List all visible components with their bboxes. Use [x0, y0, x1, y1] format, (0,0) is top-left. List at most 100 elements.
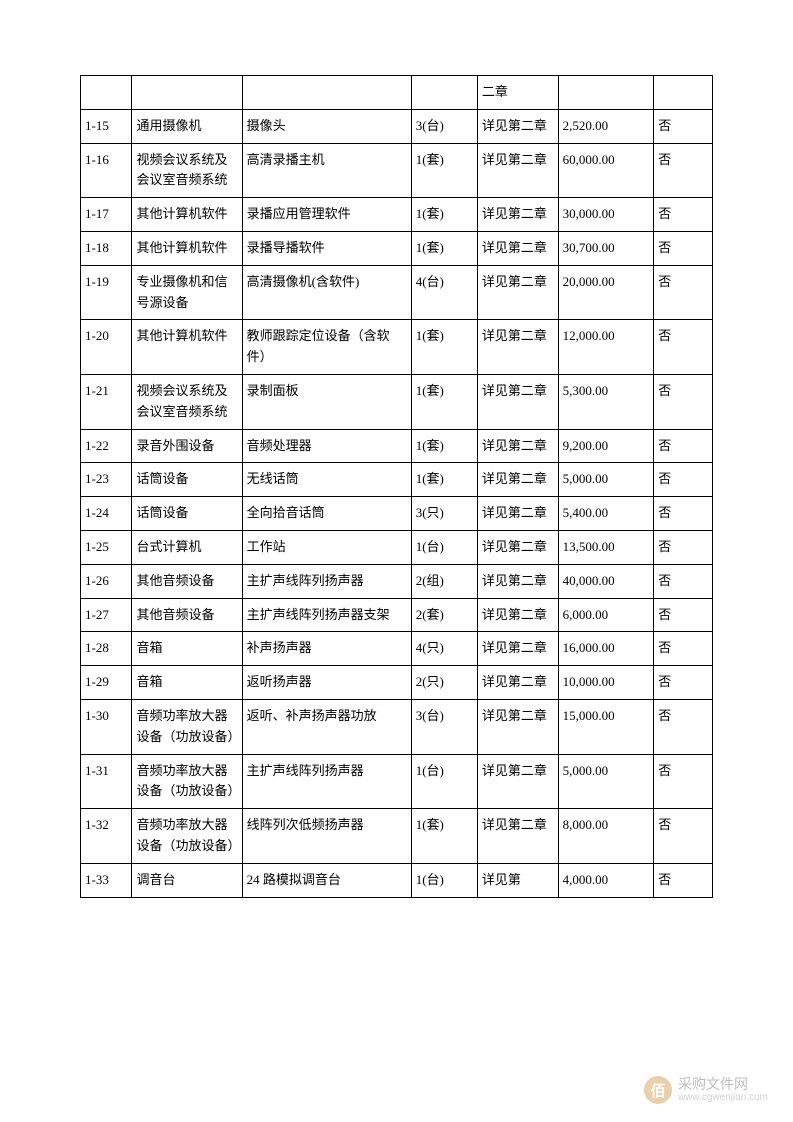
table-cell: 1-21 [81, 374, 132, 429]
table-cell: 否 [654, 809, 713, 864]
table-cell: 2(组) [411, 564, 477, 598]
table-cell: 2,520.00 [558, 109, 654, 143]
table-cell: 否 [654, 463, 713, 497]
table-cell: 线阵列次低频扬声器 [242, 809, 411, 864]
table-cell: 40,000.00 [558, 564, 654, 598]
table-cell: 3(台) [411, 699, 477, 754]
table-cell: 主扩声线阵列扬声器支架 [242, 598, 411, 632]
table-cell: 30,000.00 [558, 198, 654, 232]
table-cell: 1-20 [81, 320, 132, 375]
table-cell: 否 [654, 497, 713, 531]
table-cell: 详见第二章 [477, 598, 558, 632]
table-cell: 5,400.00 [558, 497, 654, 531]
table-cell: 详见第 [477, 863, 558, 897]
table-row: 1-19专业摄像机和信号源设备高清摄像机(含软件)4(台)详见第二章20,000… [81, 265, 713, 320]
table-cell: 详见第二章 [477, 320, 558, 375]
table-cell: 音箱 [132, 632, 242, 666]
table-cell: 详见第二章 [477, 109, 558, 143]
table-cell: 2(套) [411, 598, 477, 632]
table-cell: 调音台 [132, 863, 242, 897]
table-row: 1-29音箱返听扬声器2(只)详见第二章10,000.00否 [81, 666, 713, 700]
table-cell [654, 76, 713, 110]
table-cell: 9,200.00 [558, 429, 654, 463]
table-cell: 视频会议系统及会议室音频系统 [132, 374, 242, 429]
procurement-table: 二章1-15通用摄像机摄像头3(台)详见第二章2,520.00否1-16视频会议… [80, 75, 713, 898]
table-cell: 1-30 [81, 699, 132, 754]
table-cell: 否 [654, 754, 713, 809]
table-row: 1-28音箱补声扬声器4(只)详见第二章16,000.00否 [81, 632, 713, 666]
table-cell [81, 76, 132, 110]
table-row: 1-26其他音频设备主扩声线阵列扬声器2(组)详见第二章40,000.00否 [81, 564, 713, 598]
table-row: 1-33调音台24 路模拟调音台1(台)详见第4,000.00否 [81, 863, 713, 897]
table-cell: 否 [654, 530, 713, 564]
table-cell: 4(只) [411, 632, 477, 666]
table-cell: 通用摄像机 [132, 109, 242, 143]
table-cell: 专业摄像机和信号源设备 [132, 265, 242, 320]
table-cell: 音频功率放大器设备（功放设备） [132, 699, 242, 754]
table-cell: 否 [654, 598, 713, 632]
table-row: 1-22录音外围设备音频处理器1(套)详见第二章9,200.00否 [81, 429, 713, 463]
table-cell: 1(台) [411, 754, 477, 809]
table-cell: 1(套) [411, 463, 477, 497]
table-cell: 视频会议系统及会议室音频系统 [132, 143, 242, 198]
page-container: 二章1-15通用摄像机摄像头3(台)详见第二章2,520.00否1-16视频会议… [0, 0, 793, 948]
table-cell: 1(套) [411, 198, 477, 232]
table-cell: 返听扬声器 [242, 666, 411, 700]
table-cell: 60,000.00 [558, 143, 654, 198]
table-cell: 高清摄像机(含软件) [242, 265, 411, 320]
table-cell: 30,700.00 [558, 231, 654, 265]
table-cell: 否 [654, 198, 713, 232]
table-cell: 1-18 [81, 231, 132, 265]
table-cell: 否 [654, 109, 713, 143]
table-cell: 详见第二章 [477, 754, 558, 809]
table-cell: 1-19 [81, 265, 132, 320]
table-cell: 否 [654, 863, 713, 897]
table-row: 1-25台式计算机工作站1(台)详见第二章13,500.00否 [81, 530, 713, 564]
table-cell: 无线话筒 [242, 463, 411, 497]
table-cell: 1-28 [81, 632, 132, 666]
watermark-title: 采购文件网 [678, 1076, 768, 1092]
table-cell: 教师跟踪定位设备（含软件） [242, 320, 411, 375]
table-cell: 否 [654, 666, 713, 700]
table-cell: 录播导播软件 [242, 231, 411, 265]
table-cell: 否 [654, 699, 713, 754]
table-cell: 详见第二章 [477, 143, 558, 198]
table-cell: 1(台) [411, 863, 477, 897]
table-cell: 录制面板 [242, 374, 411, 429]
table-cell: 详见第二章 [477, 809, 558, 864]
table-row: 1-17其他计算机软件录播应用管理软件1(套)详见第二章30,000.00否 [81, 198, 713, 232]
table-cell: 5,000.00 [558, 463, 654, 497]
table-cell: 其他音频设备 [132, 598, 242, 632]
table-cell: 1-26 [81, 564, 132, 598]
table-cell: 13,500.00 [558, 530, 654, 564]
table-cell: 1(台) [411, 530, 477, 564]
table-cell: 1(套) [411, 143, 477, 198]
table-cell: 1-22 [81, 429, 132, 463]
table-cell: 高清录播主机 [242, 143, 411, 198]
table-cell: 工作站 [242, 530, 411, 564]
table-cell: 录音外围设备 [132, 429, 242, 463]
table-cell: 详见第二章 [477, 564, 558, 598]
table-cell: 1-27 [81, 598, 132, 632]
table-cell: 5,300.00 [558, 374, 654, 429]
table-cell: 1-29 [81, 666, 132, 700]
watermark-text-block: 采购文件网 www.cgwenjian.com [678, 1076, 768, 1104]
watermark-url: www.cgwenjian.com [678, 1092, 768, 1104]
table-cell: 1(套) [411, 809, 477, 864]
table-cell [558, 76, 654, 110]
table-cell: 其他计算机软件 [132, 198, 242, 232]
table-cell: 1-16 [81, 143, 132, 198]
table-cell: 1(套) [411, 429, 477, 463]
table-cell: 1-31 [81, 754, 132, 809]
table-cell: 1-24 [81, 497, 132, 531]
table-cell: 详见第二章 [477, 666, 558, 700]
table-cell: 否 [654, 564, 713, 598]
table-cell: 话筒设备 [132, 497, 242, 531]
table-cell: 否 [654, 231, 713, 265]
table-cell: 主扩声线阵列扬声器 [242, 754, 411, 809]
table-cell: 音频功率放大器设备（功放设备） [132, 754, 242, 809]
table-cell: 详见第二章 [477, 429, 558, 463]
table-row: 1-18其他计算机软件录播导播软件1(套)详见第二章30,700.00否 [81, 231, 713, 265]
table-cell [132, 76, 242, 110]
table-cell: 1(套) [411, 320, 477, 375]
